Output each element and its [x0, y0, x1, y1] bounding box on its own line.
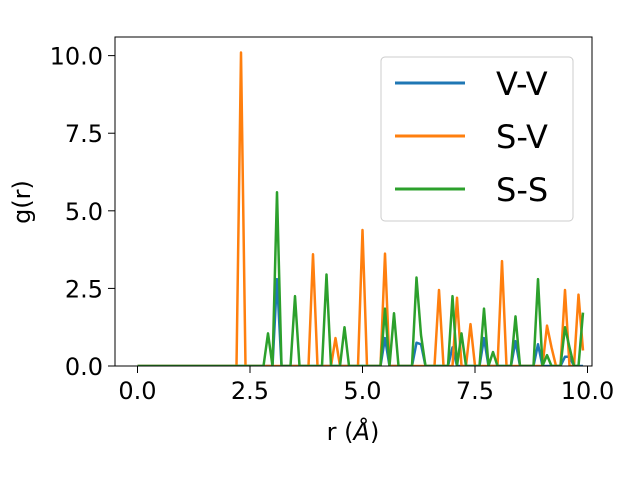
plot-frame [114, 36, 593, 367]
y-tick-label: 2.5 [65, 275, 103, 303]
legend-label-v-v: V-V [496, 65, 548, 103]
legend: V-V S-V S-S [380, 56, 574, 222]
y-axis: 0.0 2.5 5.0 7.5 10.0 [50, 43, 115, 381]
x-tick-label: 10.0 [561, 377, 614, 405]
x-tick-label: 0.0 [118, 377, 156, 405]
x-axis-label: r (Å) [327, 417, 380, 446]
series-layer [137, 51, 585, 366]
y-tick-label: 10.0 [50, 43, 103, 71]
x-axis: 0.0 2.5 5.0 7.5 10.0 [118, 366, 614, 405]
y-tick-label: 5.0 [65, 198, 103, 226]
x-tick-label: 7.5 [456, 377, 494, 405]
y-tick-label: 7.5 [65, 120, 103, 148]
x-tick-label: 5.0 [343, 377, 381, 405]
series-line-s-v [137, 51, 585, 366]
legend-frame [380, 56, 574, 222]
x-tick-label: 2.5 [231, 377, 269, 405]
y-axis-label: g(r) [8, 180, 36, 224]
y-tick-label: 0.0 [65, 353, 103, 381]
legend-label-s-s: S-S [496, 171, 548, 209]
legend-label-s-v: S-V [496, 118, 548, 156]
series-line-s-s [137, 190, 585, 366]
